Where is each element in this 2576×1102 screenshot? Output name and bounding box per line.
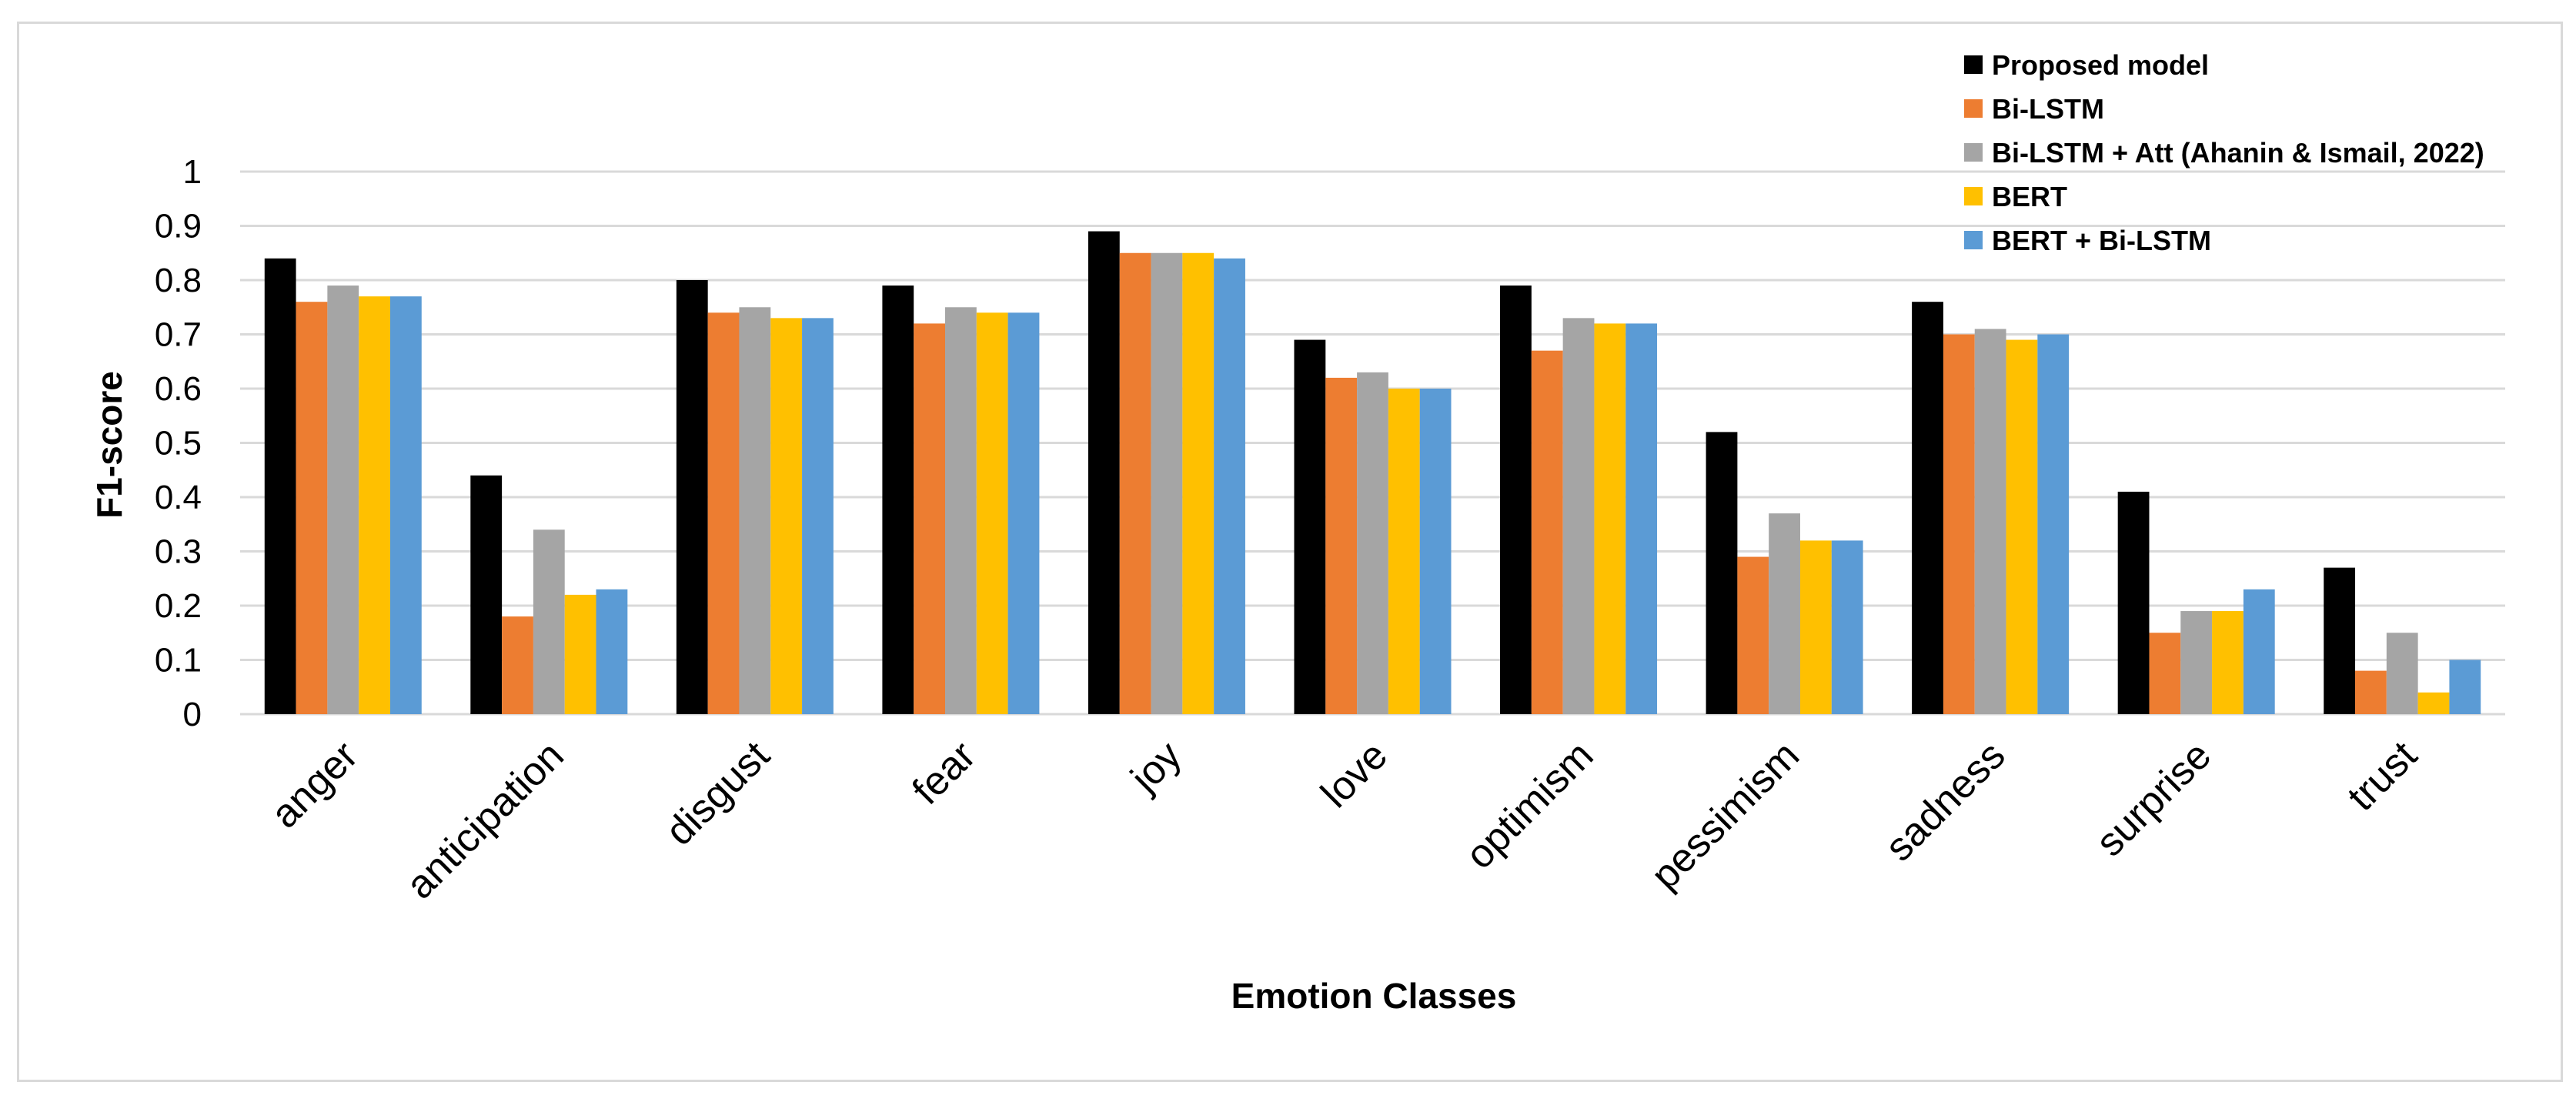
bar-trust-1 — [2355, 670, 2387, 714]
bar-fear-4 — [1007, 312, 1040, 714]
bar-optimism-4 — [1625, 323, 1658, 714]
y-tick-label: 0.2 — [155, 587, 202, 625]
bar-surprise-3 — [2212, 611, 2244, 714]
bar-disgust-3 — [770, 318, 803, 715]
bar-anger-3 — [359, 296, 390, 714]
bar-pessimism-2 — [1769, 513, 1800, 714]
y-axis-ticks: 0 0.1 0.2 0.3 0.4 0.5 0.6 0.7 0.8 0.9 1 — [155, 153, 202, 733]
y-tick-label: 0.5 — [155, 425, 202, 463]
bar-joy-2 — [1151, 252, 1183, 714]
bar-pessimism-4 — [1831, 540, 1863, 714]
legend-swatch — [1964, 231, 1983, 249]
bar-pessimism-3 — [1799, 540, 1832, 714]
bar-anger-2 — [327, 286, 359, 714]
bar-anticipation-4 — [596, 589, 628, 714]
bars — [264, 231, 2481, 715]
bar-sadness-4 — [2037, 334, 2070, 714]
bar-joy-3 — [1182, 252, 1214, 714]
x-tick-label: anger — [262, 733, 366, 837]
x-tick-label: sadness — [1877, 733, 2014, 870]
legend-label: BERT + Bi-LSTM — [1992, 225, 2211, 256]
y-tick-label: 0.6 — [155, 370, 202, 408]
bar-trust-3 — [2417, 692, 2450, 714]
y-tick-label: 0.3 — [155, 533, 202, 571]
y-axis-title: F1-score — [89, 371, 129, 519]
x-axis-title: Emotion Classes — [1231, 976, 1517, 1016]
bar-joy-1 — [1119, 252, 1151, 714]
bar-fear-3 — [976, 312, 1008, 714]
bar-pessimism-1 — [1737, 556, 1769, 714]
bar-sadness-2 — [1974, 329, 2006, 714]
x-tick-label: trust — [2339, 733, 2426, 820]
bar-optimism-3 — [1594, 323, 1626, 714]
y-tick-label: 0.7 — [155, 316, 202, 354]
bar-surprise-1 — [2149, 633, 2181, 714]
legend-swatch — [1964, 99, 1983, 118]
x-tick-label: surprise — [2087, 733, 2220, 865]
bar-love-1 — [1325, 377, 1358, 714]
x-tick-label: fear — [904, 733, 984, 813]
bar-anticipation-3 — [564, 594, 596, 714]
bar-love-0 — [1294, 339, 1326, 714]
x-tick-label: love — [1313, 733, 1396, 816]
bar-surprise-2 — [2180, 611, 2213, 714]
bar-trust-4 — [2449, 660, 2481, 714]
bar-love-2 — [1357, 372, 1388, 714]
bar-anticipation-0 — [470, 475, 503, 714]
bar-fear-0 — [882, 286, 914, 714]
bar-disgust-1 — [707, 312, 740, 714]
bar-anger-4 — [389, 296, 422, 714]
bar-optimism-0 — [1500, 286, 1532, 714]
bar-anticipation-1 — [502, 616, 533, 714]
x-tick-label: anticipation — [398, 733, 573, 907]
bar-sadness-3 — [2006, 339, 2038, 714]
bar-anticipation-2 — [533, 529, 565, 714]
legend-swatch — [1964, 55, 1983, 74]
y-tick-label: 1 — [183, 153, 202, 191]
bar-joy-0 — [1088, 231, 1120, 714]
bar-love-3 — [1388, 389, 1420, 714]
bar-fear-1 — [914, 323, 946, 714]
x-tick-label: joy — [1121, 733, 1190, 801]
bar-sadness-0 — [1912, 302, 1943, 714]
y-tick-label: 0 — [183, 696, 202, 733]
bar-fear-2 — [945, 307, 977, 714]
legend-label: Bi-LSTM + Att (Ahanin & Ismail, 2022) — [1992, 137, 2484, 169]
x-axis-ticks: anger anticipation disgust fear joy love optim… — [262, 733, 2426, 907]
legend-swatch — [1964, 143, 1983, 162]
bar-joy-4 — [1214, 258, 1245, 714]
y-tick-label: 0.9 — [155, 208, 202, 245]
bar-sadness-1 — [1943, 334, 1975, 714]
bar-anger-0 — [264, 258, 296, 714]
x-tick-label: pessimism — [1642, 733, 1808, 898]
y-tick-label: 0.8 — [155, 262, 202, 299]
bar-anger-1 — [296, 302, 328, 714]
legend: Proposed model Bi-LSTM Bi-LSTM + Att (Ahan… — [1964, 49, 2484, 256]
legend-label: BERT — [1992, 181, 2067, 212]
bar-love-4 — [1419, 389, 1452, 714]
legend-swatch — [1964, 187, 1983, 205]
y-tick-label: 0.1 — [155, 642, 202, 680]
legend-label: Bi-LSTM — [1992, 93, 2104, 125]
bar-disgust-0 — [676, 280, 708, 714]
legend-label: Proposed model — [1992, 49, 2209, 81]
bar-pessimism-0 — [1706, 432, 1738, 714]
bar-disgust-2 — [739, 307, 771, 714]
x-tick-label: disgust — [657, 733, 779, 854]
y-tick-label: 0.4 — [155, 479, 202, 516]
x-tick-label: optimism — [1457, 733, 1602, 877]
bar-disgust-4 — [802, 318, 834, 715]
bar-surprise-0 — [2117, 491, 2150, 714]
bar-trust-2 — [2386, 633, 2418, 714]
bar-optimism-1 — [1531, 350, 1563, 714]
bar-optimism-2 — [1562, 318, 1595, 715]
bar-surprise-4 — [2243, 589, 2275, 714]
bar-trust-0 — [2324, 567, 2356, 714]
